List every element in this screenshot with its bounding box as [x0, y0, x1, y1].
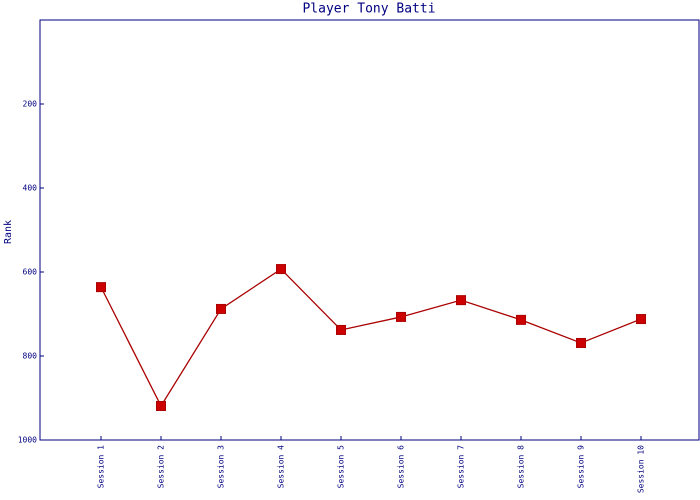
x-tick-label: Session 7 [457, 445, 466, 489]
y-tick-label: 800 [23, 352, 38, 361]
marker [276, 264, 286, 275]
marker [456, 295, 466, 306]
y-tick-label: 600 [23, 268, 38, 277]
marker [96, 282, 106, 293]
marker [516, 314, 526, 325]
x-tick-label: Session 8 [517, 445, 526, 489]
marker [636, 314, 646, 325]
plot-frame [39, 19, 700, 441]
x-tick-label: Session 3 [217, 445, 226, 489]
y-axis-label: Rank [3, 220, 14, 244]
x-tick-label: Session 9 [577, 445, 586, 489]
marker [216, 303, 226, 314]
marker [336, 324, 346, 335]
line [100, 268, 642, 408]
x-tick-label: Session 5 [337, 445, 346, 489]
chart-title: Player Tony Batti [302, 2, 435, 17]
marker [576, 337, 586, 348]
x-tick-label: Session 6 [397, 445, 406, 489]
marker [396, 311, 406, 322]
x-tick-label: Session 2 [157, 445, 166, 489]
y-tick-label: 400 [23, 184, 38, 193]
y-tick-label: 1000 [18, 436, 37, 445]
x-tick-label: Session 4 [277, 445, 286, 489]
x-tick-label: Session 1 [97, 445, 106, 489]
y-tick-label: 200 [23, 100, 38, 109]
marker [156, 400, 166, 411]
x-tick-label: Session 10 [637, 445, 646, 493]
